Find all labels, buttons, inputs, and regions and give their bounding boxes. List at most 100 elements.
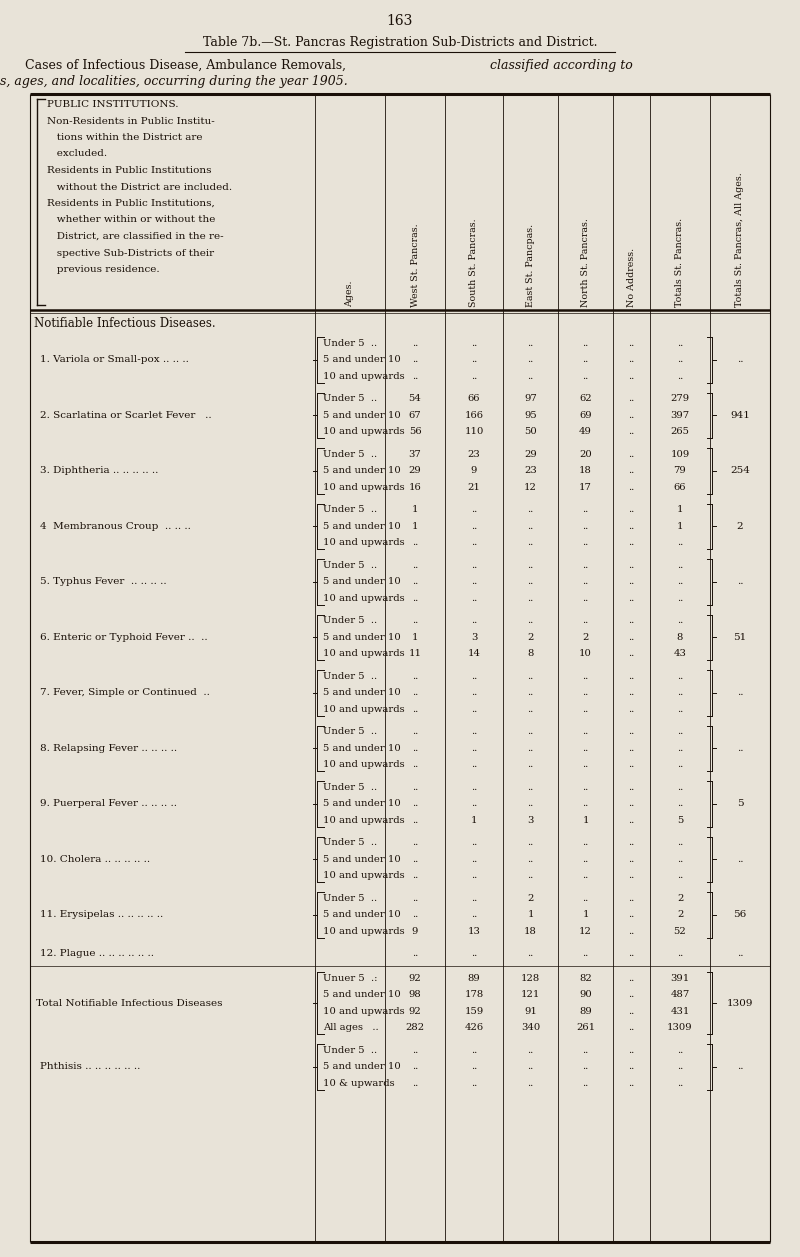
Text: ..: .. [628,538,634,547]
Text: 54: 54 [409,395,422,403]
Text: 941: 941 [730,411,750,420]
Text: 89: 89 [579,1007,592,1016]
Text: 12. Plague .. .. .. .. .. ..: 12. Plague .. .. .. .. .. .. [40,949,154,958]
Text: 3: 3 [471,632,477,642]
Text: ..: .. [471,372,477,381]
Text: ..: .. [471,799,477,808]
Text: ..: .. [628,411,634,420]
Text: ..: .. [677,949,683,958]
Text: ..: .. [471,855,477,864]
Text: South St. Pancras.: South St. Pancras. [470,219,478,307]
Text: ..: .. [628,466,634,475]
Text: ..: .. [677,593,683,603]
Text: ..: .. [412,816,418,825]
Text: ..: .. [628,1079,634,1087]
Text: ..: .. [628,910,634,919]
Text: ..: .. [527,671,534,681]
Text: 89: 89 [468,974,480,983]
Text: Under 5  ..: Under 5 .. [323,838,377,847]
Text: ..: .. [471,561,477,569]
Text: ..: .. [628,705,634,714]
Text: ..: .. [582,1079,589,1087]
Text: 2: 2 [677,894,683,903]
Text: 397: 397 [670,411,690,420]
Text: 82: 82 [579,974,592,983]
Text: ..: .. [471,593,477,603]
Text: ..: .. [628,894,634,903]
Text: Totals St. Pancras.: Totals St. Pancras. [675,217,685,307]
Text: ..: .. [677,538,683,547]
Text: ..: .. [412,671,418,681]
Text: ..: .. [471,616,477,625]
Text: 29: 29 [409,466,422,475]
Text: 11. Erysipelas .. .. .. .. ..: 11. Erysipelas .. .. .. .. .. [40,910,163,919]
Text: 10 and upwards: 10 and upwards [323,650,405,659]
Text: Under 5  ..: Under 5 .. [323,616,377,625]
Text: 254: 254 [730,466,750,475]
Text: ..: .. [412,744,418,753]
Text: ..: .. [471,728,477,737]
Text: 5 and under 10: 5 and under 10 [323,799,401,808]
Text: previous residence.: previous residence. [47,265,160,274]
Text: tions within the District are: tions within the District are [47,133,202,142]
Text: 9: 9 [412,926,418,935]
Text: 10 and upwards: 10 and upwards [323,538,405,547]
Text: 9. Puerperal Fever .. .. .. ..: 9. Puerperal Fever .. .. .. .. [40,799,177,808]
Text: ..: .. [628,505,634,514]
Text: ..: .. [471,1062,477,1071]
Text: 178: 178 [464,991,484,999]
Text: ..: .. [677,783,683,792]
Text: diseases, ages, and localities, occurring during the year 1905.: diseases, ages, and localities, occurrin… [0,75,347,88]
Text: Non-Residents in Public Institu-: Non-Residents in Public Institu- [47,117,214,126]
Text: ..: .. [628,1023,634,1032]
Text: ..: .. [582,783,589,792]
Text: ..: .. [628,949,634,958]
Text: 426: 426 [465,1023,483,1032]
Text: 5 and under 10: 5 and under 10 [323,744,401,753]
Text: ..: .. [471,577,477,586]
Text: 10 & upwards: 10 & upwards [323,1079,394,1087]
Text: ..: .. [677,871,683,880]
Text: ..: .. [677,577,683,586]
Text: ..: .. [677,1046,683,1055]
Text: ..: .. [737,744,743,753]
Text: ..: .. [471,894,477,903]
Text: 10 and upwards: 10 and upwards [323,926,405,935]
Text: Notifiable Infectious Diseases.: Notifiable Infectious Diseases. [34,317,216,331]
Text: ..: .. [412,1062,418,1071]
Text: 1. Variola or Small-pox .. .. ..: 1. Variola or Small-pox .. .. .. [40,356,189,365]
Text: classified according to: classified according to [490,59,633,72]
Text: ..: .. [527,871,534,880]
Text: 7. Fever, Simple or Continued  ..: 7. Fever, Simple or Continued .. [40,689,210,698]
Text: 5 and under 10: 5 and under 10 [323,689,401,698]
Text: 110: 110 [464,427,484,436]
Text: ..: .. [582,538,589,547]
Text: Cases of Infectious Disease, Ambulance Removals,: Cases of Infectious Disease, Ambulance R… [25,59,350,72]
Text: 340: 340 [521,1023,540,1032]
Text: ..: .. [628,744,634,753]
Text: ..: .. [628,799,634,808]
Text: ..: .. [412,910,418,919]
Text: 5 and under 10: 5 and under 10 [323,411,401,420]
Text: 10 and upwards: 10 and upwards [323,427,405,436]
Text: 121: 121 [521,991,540,999]
Text: ..: .. [677,838,683,847]
Text: 5: 5 [737,799,743,808]
Text: ..: .. [677,1079,683,1087]
Text: 97: 97 [524,395,537,403]
Text: ..: .. [412,760,418,769]
Text: Under 5  ..: Under 5 .. [323,894,377,903]
Text: 5 and under 10: 5 and under 10 [323,522,401,530]
Text: ..: .. [677,616,683,625]
Text: ..: .. [412,783,418,792]
Text: 5 and under 10: 5 and under 10 [323,991,401,999]
Text: ..: .. [471,505,477,514]
Text: ..: .. [677,760,683,769]
Text: ..: .. [412,593,418,603]
Text: 23: 23 [468,450,480,459]
Text: 1309: 1309 [667,1023,693,1032]
Text: Table 7b.—St. Pancras Registration Sub-Districts and District.: Table 7b.—St. Pancras Registration Sub-D… [202,36,598,49]
Text: ..: .. [412,1079,418,1087]
Text: 10 and upwards: 10 and upwards [323,483,405,491]
Text: 5 and under 10: 5 and under 10 [323,1062,401,1071]
